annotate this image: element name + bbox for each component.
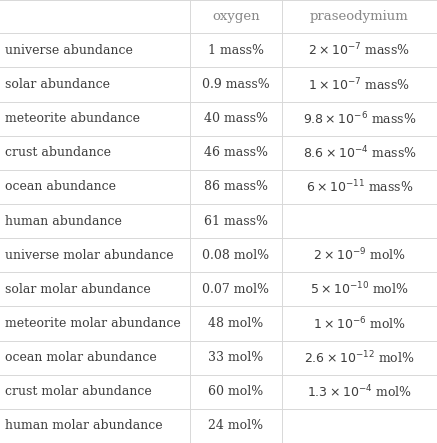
Text: $2\times10^{-9}$ mol%: $2\times10^{-9}$ mol%	[313, 247, 406, 264]
Text: meteorite molar abundance: meteorite molar abundance	[5, 317, 181, 330]
Text: 40 mass%: 40 mass%	[204, 112, 268, 125]
Text: ocean molar abundance: ocean molar abundance	[5, 351, 157, 364]
Text: $2.6\times10^{-12}$ mol%: $2.6\times10^{-12}$ mol%	[304, 350, 415, 366]
Text: crust abundance: crust abundance	[5, 146, 111, 159]
Text: human abundance: human abundance	[5, 214, 122, 228]
Text: $2\times10^{-7}$ mass%: $2\times10^{-7}$ mass%	[309, 42, 410, 58]
Text: solar abundance: solar abundance	[5, 78, 110, 91]
Text: praseodymium: praseodymium	[310, 10, 409, 23]
Text: oxygen: oxygen	[212, 10, 260, 23]
Text: 48 mol%: 48 mol%	[208, 317, 264, 330]
Text: crust molar abundance: crust molar abundance	[5, 385, 152, 398]
Text: meteorite abundance: meteorite abundance	[5, 112, 140, 125]
Text: ocean abundance: ocean abundance	[5, 180, 116, 194]
Text: $1.3\times10^{-4}$ mol%: $1.3\times10^{-4}$ mol%	[307, 384, 412, 400]
Text: 86 mass%: 86 mass%	[204, 180, 268, 194]
Text: solar molar abundance: solar molar abundance	[5, 283, 151, 296]
Text: $1\times10^{-7}$ mass%: $1\times10^{-7}$ mass%	[309, 76, 410, 93]
Text: 61 mass%: 61 mass%	[204, 214, 268, 228]
Text: 46 mass%: 46 mass%	[204, 146, 268, 159]
Text: universe abundance: universe abundance	[5, 44, 133, 57]
Text: 24 mol%: 24 mol%	[208, 420, 264, 432]
Text: $8.6\times10^{-4}$ mass%: $8.6\times10^{-4}$ mass%	[302, 144, 416, 161]
Text: 0.07 mol%: 0.07 mol%	[202, 283, 270, 296]
Text: 33 mol%: 33 mol%	[208, 351, 264, 364]
Text: $9.8\times10^{-6}$ mass%: $9.8\times10^{-6}$ mass%	[303, 110, 416, 127]
Text: universe molar abundance: universe molar abundance	[5, 249, 174, 262]
Text: 0.9 mass%: 0.9 mass%	[202, 78, 270, 91]
Text: $5\times10^{-10}$ mol%: $5\times10^{-10}$ mol%	[310, 281, 409, 298]
Text: $6\times10^{-11}$ mass%: $6\times10^{-11}$ mass%	[306, 179, 413, 195]
Text: $1\times10^{-6}$ mol%: $1\times10^{-6}$ mol%	[313, 315, 406, 332]
Text: 1 mass%: 1 mass%	[208, 44, 264, 57]
Text: human molar abundance: human molar abundance	[5, 420, 163, 432]
Text: 60 mol%: 60 mol%	[208, 385, 264, 398]
Text: 0.08 mol%: 0.08 mol%	[202, 249, 270, 262]
